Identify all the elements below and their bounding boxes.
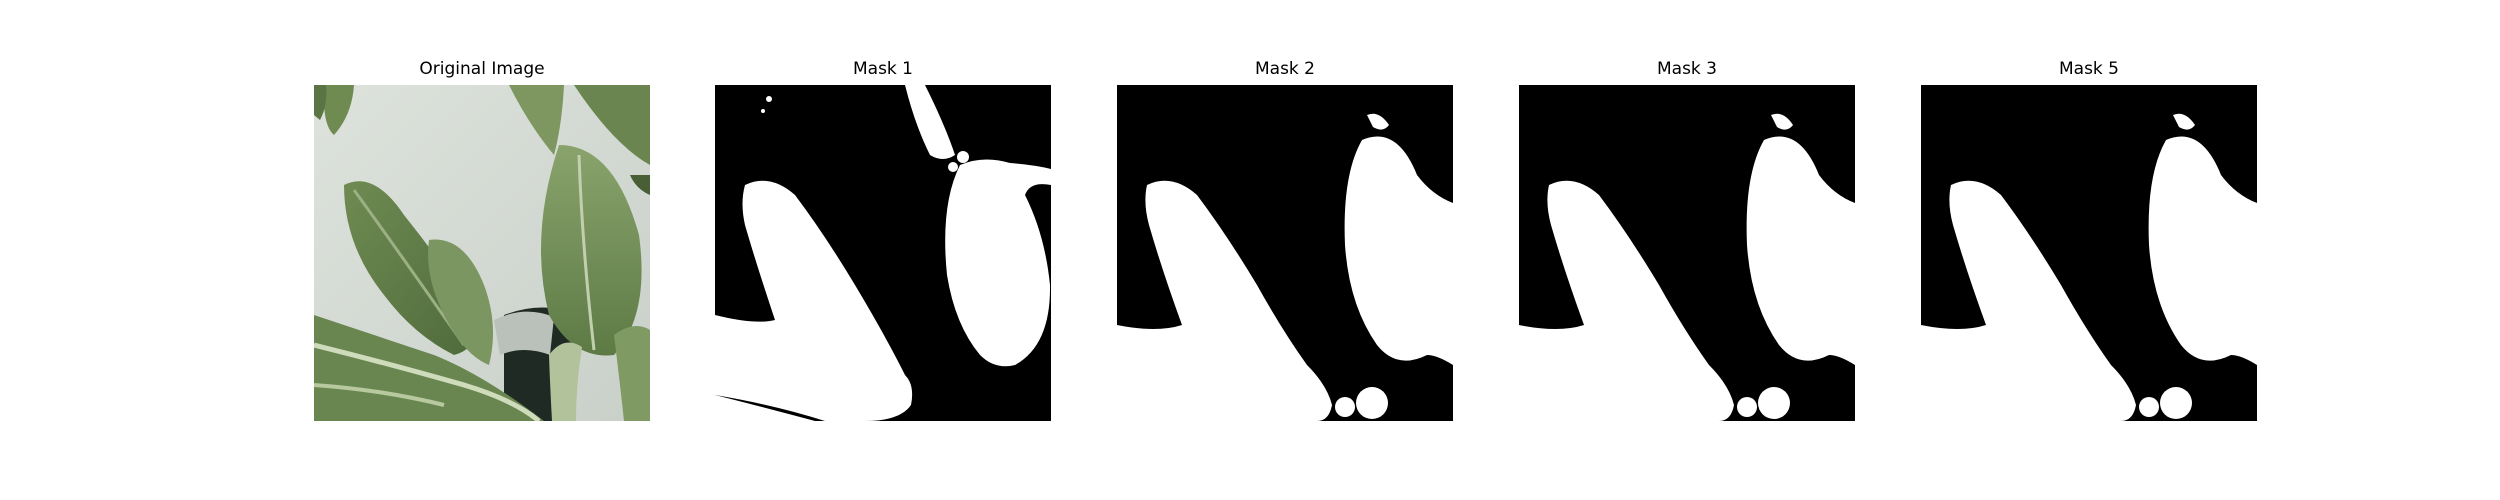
mask-1-panel: Mask 1 xyxy=(715,59,1051,421)
panel-title-mask-1: Mask 1 xyxy=(852,59,913,79)
panel-title-mask-3: Mask 3 xyxy=(1656,59,1717,79)
mask-1-image xyxy=(715,85,1051,421)
original-image-panel: Original Image xyxy=(314,59,650,421)
mask-3-panel: Mask 3 xyxy=(1519,59,1855,421)
mask-3-image xyxy=(1519,85,1855,421)
original-photo xyxy=(314,85,650,421)
mask-5-image xyxy=(1921,85,2257,421)
mask-2-panel: Mask 2 xyxy=(1117,59,1453,421)
mask-5-panel: Mask 5 xyxy=(1921,59,2257,421)
panel-title-original-image: Original Image xyxy=(419,59,545,79)
mask-2-image xyxy=(1117,85,1453,421)
panel-title-mask-5: Mask 5 xyxy=(2058,59,2119,79)
panel-title-mask-2: Mask 2 xyxy=(1254,59,1315,79)
